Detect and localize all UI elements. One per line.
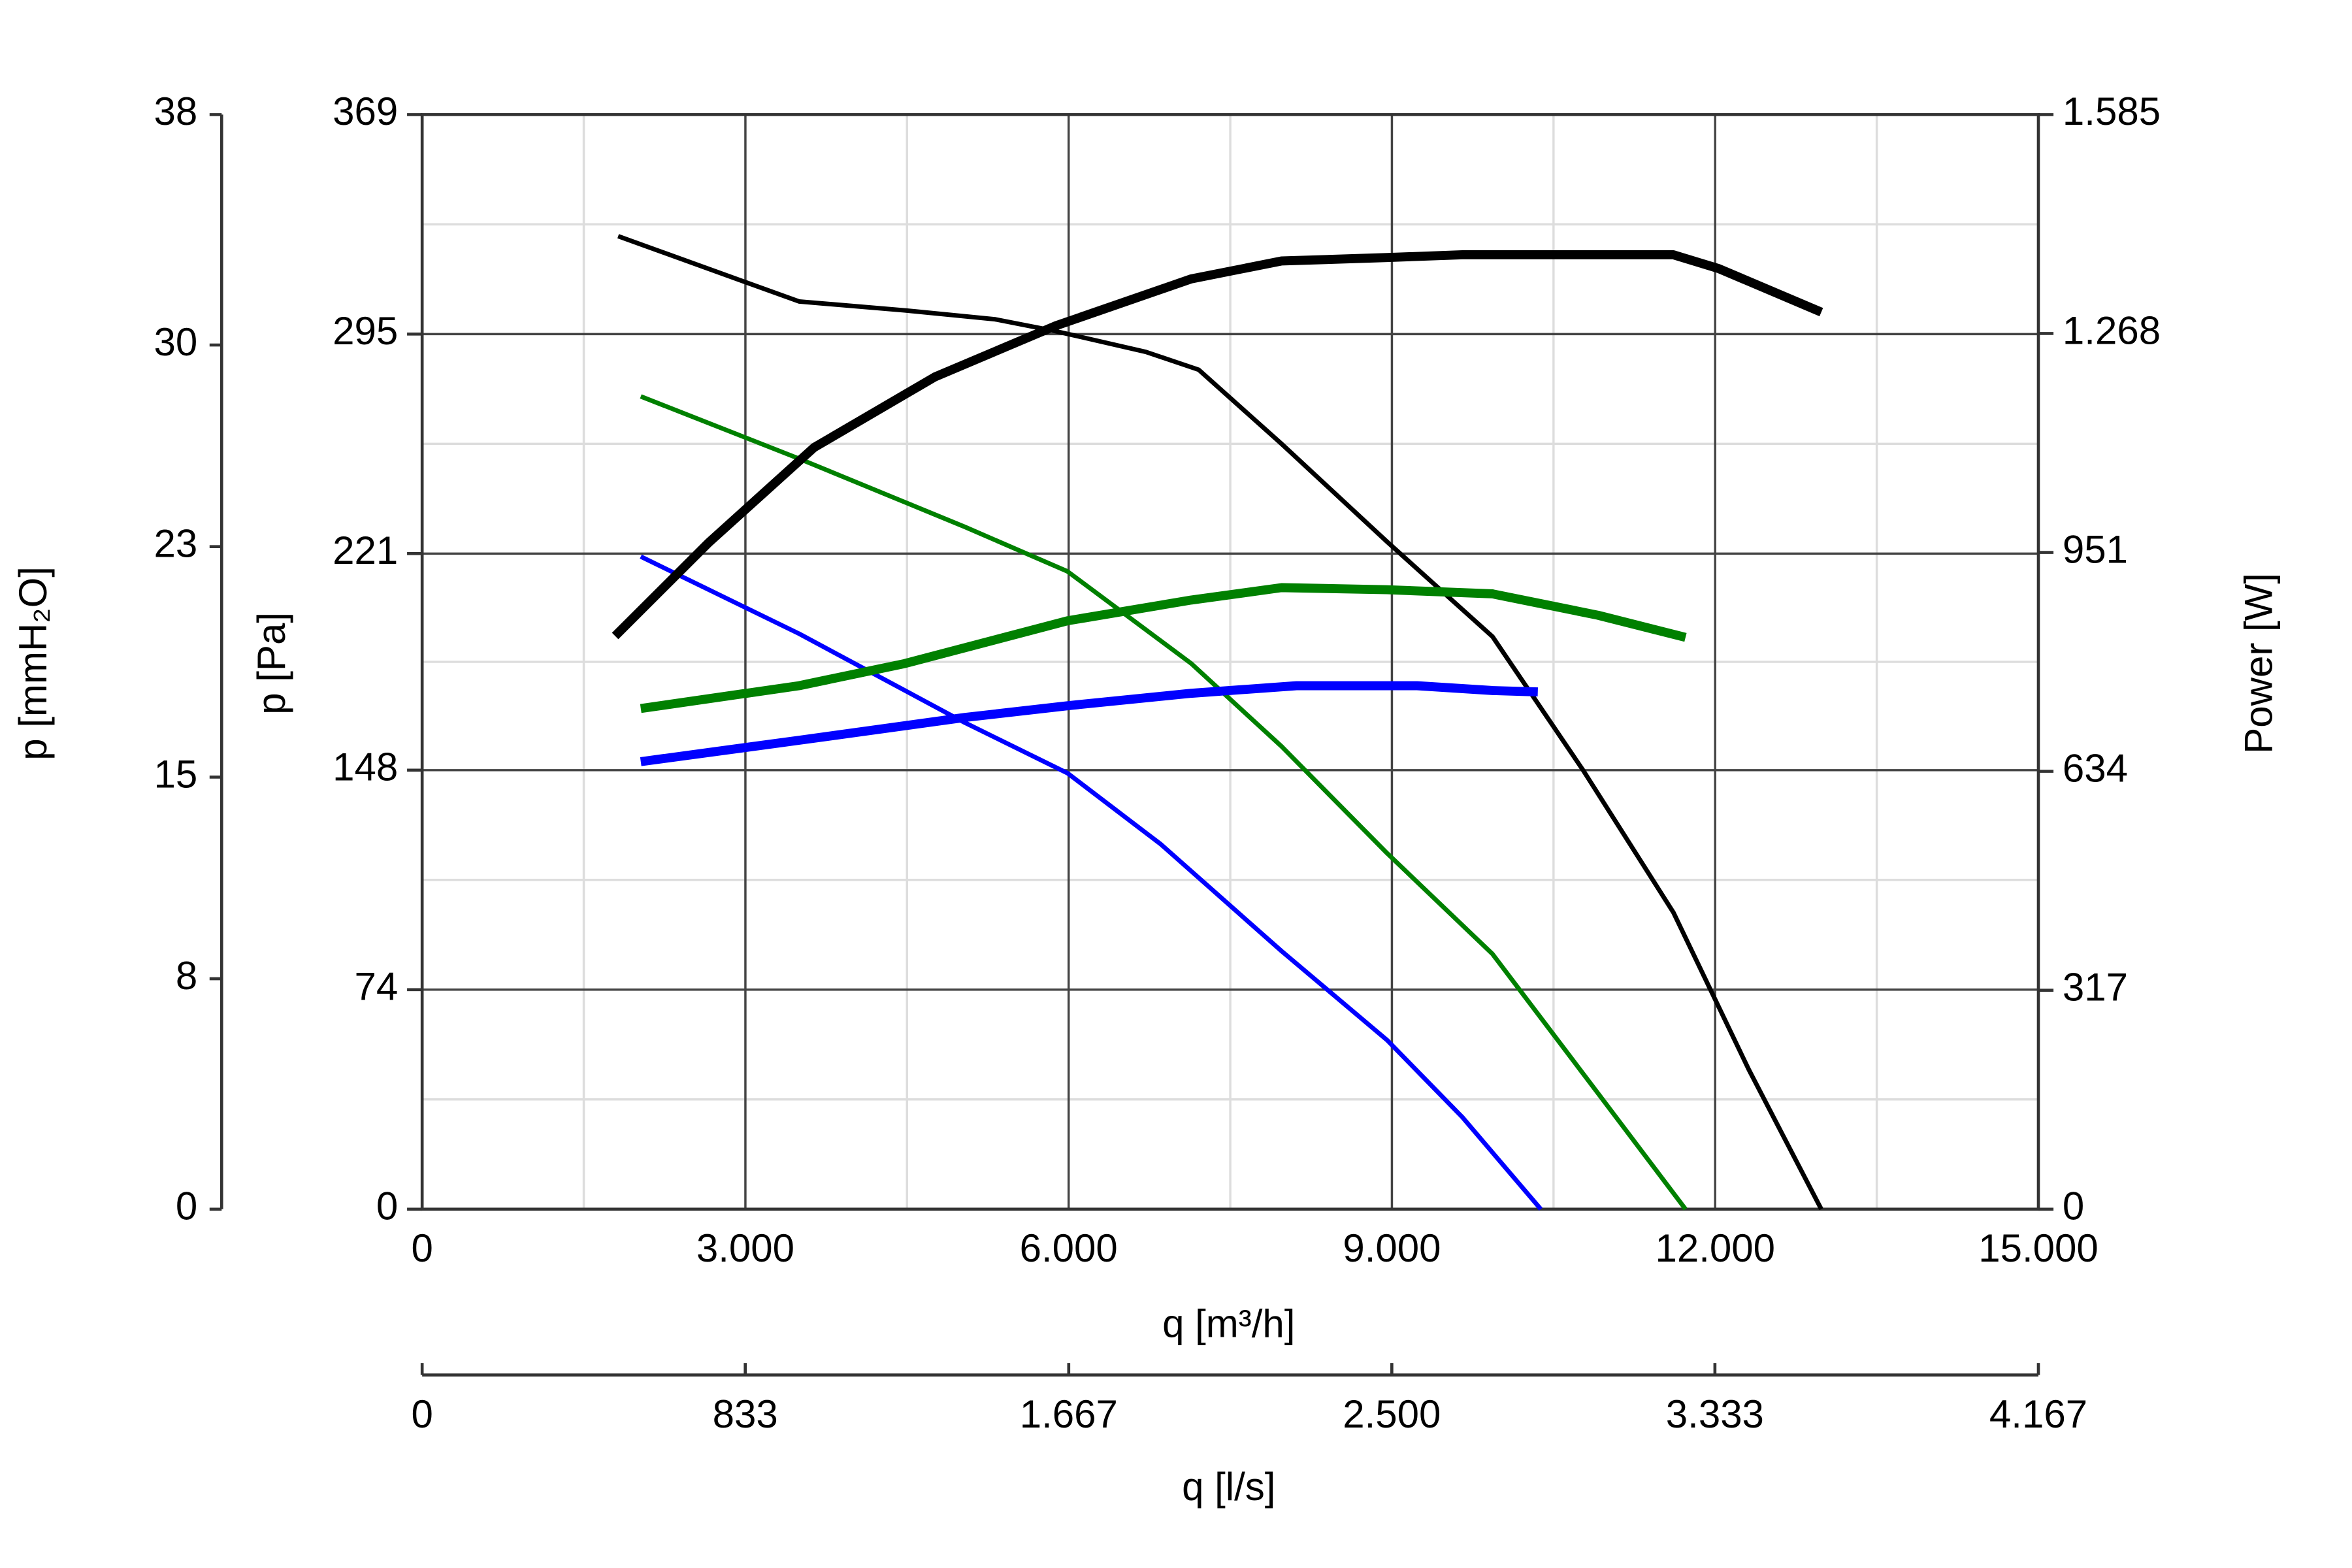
plot-frame bbox=[420, 113, 2040, 1211]
x2-tick-label: 0 bbox=[411, 1392, 433, 1436]
y3-tick-label: 15 bbox=[154, 752, 198, 796]
y3-tick-label: 8 bbox=[176, 954, 197, 998]
y-tick-label: 0 bbox=[376, 1184, 398, 1228]
x-tick-label: 9.000 bbox=[1343, 1226, 1441, 1270]
x2-tick-label: 4.167 bbox=[1989, 1392, 2087, 1436]
x2-tick-label: 3.333 bbox=[1666, 1392, 1764, 1436]
y2-tick-label: 1.585 bbox=[2063, 90, 2161, 133]
y3-tick-label: 23 bbox=[154, 522, 198, 566]
x2-tick-label: 833 bbox=[713, 1392, 778, 1436]
x2-tick-label: 2.500 bbox=[1343, 1392, 1441, 1436]
y-axis-title: p [Pa] bbox=[250, 612, 293, 715]
x-tick-label: 15.000 bbox=[1978, 1226, 2099, 1270]
pressure-curve bbox=[640, 554, 1543, 1211]
y2-tick-label: 317 bbox=[2063, 966, 2128, 1009]
x2-axis-title: q [l/s] bbox=[1182, 1465, 1275, 1509]
power-curve bbox=[612, 250, 1823, 640]
y3-axis-title: p [mmH₂O] bbox=[11, 566, 55, 760]
x2-tick-label: 1.667 bbox=[1020, 1392, 1118, 1436]
x-tick-label: 0 bbox=[411, 1226, 433, 1270]
y3-tick-label: 38 bbox=[154, 90, 198, 133]
y-tick-label: 148 bbox=[333, 745, 398, 789]
y2-axis-title: Power [W] bbox=[2236, 573, 2280, 754]
power-curve bbox=[640, 681, 1538, 766]
y2-tick-label: 1.268 bbox=[2063, 308, 2161, 352]
y-tick-label: 221 bbox=[333, 529, 398, 572]
y-tick-label: 295 bbox=[333, 309, 398, 353]
y2-tick-label: 634 bbox=[2063, 746, 2128, 790]
x-tick-label: 6.000 bbox=[1020, 1226, 1118, 1270]
power-curve bbox=[640, 583, 1687, 713]
y-tick-label: 74 bbox=[354, 965, 398, 1009]
pressure-curve bbox=[617, 234, 1823, 1211]
pressure-curve bbox=[640, 394, 1688, 1211]
y2-tick-label: 0 bbox=[2063, 1184, 2084, 1228]
y2-tick-label: 951 bbox=[2063, 527, 2128, 571]
y3-tick-label: 30 bbox=[154, 320, 198, 364]
x-axis-title: q [m³/h] bbox=[1162, 1302, 1295, 1346]
y3-tick-label: 0 bbox=[176, 1184, 197, 1228]
x-tick-label: 3.000 bbox=[696, 1226, 794, 1270]
x-tick-label: 12.000 bbox=[1655, 1226, 1775, 1270]
y-tick-label: 369 bbox=[333, 90, 398, 133]
